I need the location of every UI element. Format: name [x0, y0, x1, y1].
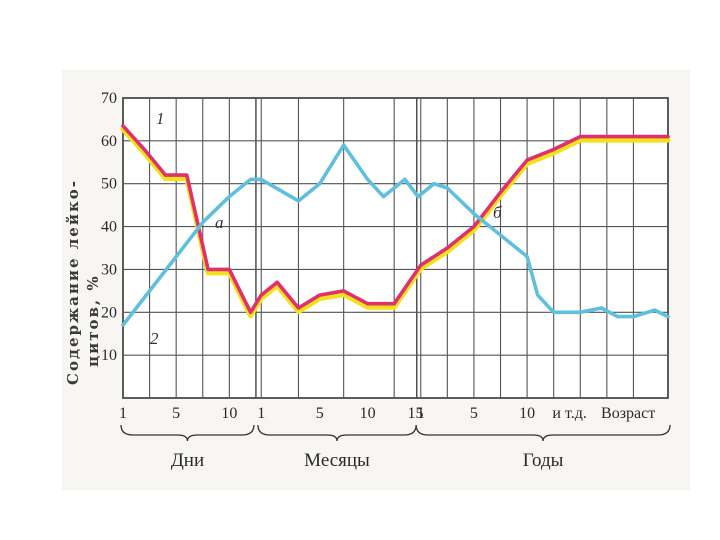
group-label-2: Годы	[523, 450, 564, 471]
group-bracket-0	[120, 424, 255, 442]
series-1-point-22	[631, 135, 636, 139]
series-1-point-14	[419, 263, 423, 267]
x-tick-1-1: 5	[316, 405, 324, 422]
series-2-point-23	[615, 315, 620, 319]
series-2-point-16	[472, 212, 476, 216]
y-axis-label-line-1: Содержание лейко-	[64, 179, 82, 385]
group-bracket-2	[415, 424, 671, 442]
series-2-point-9	[342, 143, 346, 147]
x-tick-1-3: 15	[407, 405, 423, 422]
series-2-point-2	[174, 255, 178, 259]
x-tick-2-0: 1	[417, 405, 425, 422]
x-tick-2-2: 10	[519, 405, 535, 422]
series-1-point-5	[227, 267, 231, 271]
series-2-point-1	[148, 289, 152, 293]
series-2-point-17	[498, 233, 503, 237]
series-2-point-22	[599, 306, 604, 310]
series-1-point-8	[275, 280, 279, 284]
series-1-point-15	[445, 246, 449, 250]
x-tick-2-4: Возраст	[601, 405, 655, 422]
y-tick-30: 30	[101, 261, 117, 278]
y-tick-70: 70	[101, 90, 117, 107]
series-2-point-18	[525, 255, 529, 259]
y-tick-60: 60	[101, 133, 117, 150]
series-2-point-24	[631, 315, 636, 319]
series-1-point-21	[605, 135, 609, 139]
series-1-point-4	[206, 267, 210, 271]
series-1-point-1	[142, 147, 146, 151]
x-tick-2-3: и т.д.	[552, 405, 587, 422]
group-label-0: Дни	[171, 450, 204, 471]
series-1-point-16	[472, 225, 476, 229]
series-2-label: 2	[150, 329, 159, 348]
series-2-point-11	[381, 195, 386, 199]
series-2-point-14	[432, 182, 436, 186]
series-1-point-9	[296, 306, 301, 310]
x-group-brackets: Дни Месяцы Годы	[120, 424, 671, 471]
y-tick-40: 40	[101, 219, 117, 236]
series-2-point-4	[227, 195, 231, 199]
series-1-label: 1	[156, 109, 165, 128]
x-tick-2-1: 5	[470, 405, 478, 422]
x-tick-1-2: 10	[360, 405, 376, 422]
series-1-point-10	[318, 293, 322, 297]
y-tick-labels: 10 20 30 40 50 60 70	[101, 90, 117, 364]
x-tick-0-0: 1	[119, 405, 127, 422]
series-1-point-19	[552, 147, 556, 151]
series-2-point-6	[259, 177, 263, 181]
x-tick-0-2: 10	[221, 405, 237, 422]
series-2-point-5	[249, 177, 253, 181]
y-axis-label: Содержание лейко- цитов, %	[64, 179, 102, 385]
series-2-point-21	[578, 310, 582, 314]
series-1-point-3	[185, 173, 189, 177]
series-2-point-3	[201, 220, 205, 224]
group-label-1: Месяцы	[304, 450, 370, 471]
series-2-point-26	[666, 315, 670, 319]
y-tick-50: 50	[101, 176, 117, 193]
plot-frame	[122, 97, 669, 399]
series-2-point-0	[121, 323, 125, 327]
series-1-point-0	[121, 124, 125, 128]
series-2-point-19	[536, 293, 540, 297]
series-2-point-7	[296, 199, 301, 203]
series-1-point-6	[249, 310, 253, 314]
series-1-point-13	[392, 302, 396, 306]
series-1-line	[121, 124, 670, 315]
x-tick-0-1: 5	[172, 405, 180, 422]
crossing-b-label: б	[493, 203, 502, 222]
series-1-point-18	[525, 158, 529, 162]
crossing-a-label: а	[215, 213, 224, 232]
series-2-point-8	[318, 182, 322, 186]
series-1-point-12	[366, 302, 370, 306]
series-2-point-15	[445, 186, 449, 190]
series-2-point-13	[416, 195, 420, 199]
series-2-point-20	[552, 310, 556, 314]
x-tick-1-0: 1	[257, 405, 265, 422]
group-bracket-1	[257, 424, 417, 442]
series-2-point-10	[366, 177, 370, 181]
y-tick-20: 20	[101, 304, 117, 321]
series-1-point-2	[163, 173, 168, 177]
series-1-point-7	[259, 293, 263, 297]
series-lines	[120, 124, 671, 327]
series-1-point-11	[342, 289, 346, 293]
series-2-point-12	[403, 177, 407, 181]
series-1-point-23	[666, 135, 670, 139]
series-1-point-20	[578, 135, 582, 139]
series-2-point-25	[653, 308, 657, 312]
y-tick-10: 10	[101, 347, 117, 364]
y-axis-label-line-2: цитов, %	[84, 274, 102, 367]
x-tick-labels: 1 5 10 1 5 10 151 5 10 и т.д. Возраст	[119, 405, 655, 422]
series-1-point-17	[498, 190, 503, 194]
